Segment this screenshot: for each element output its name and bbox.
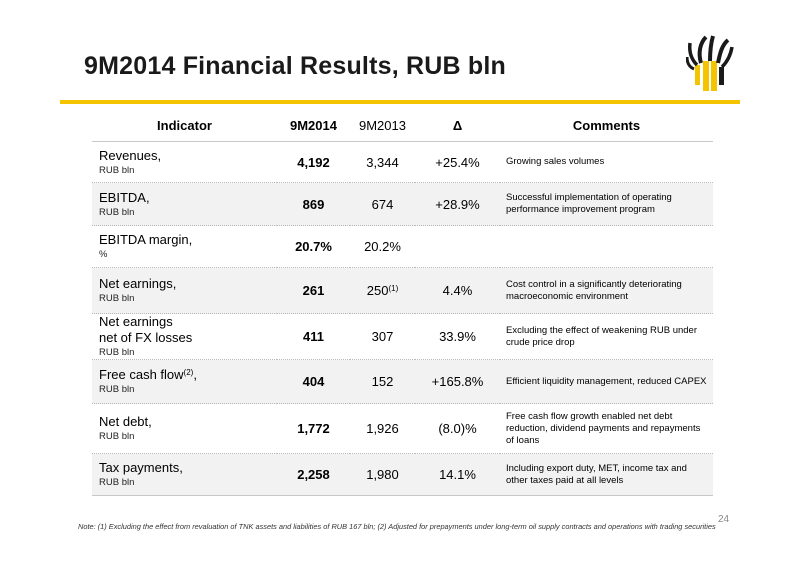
value-9m2013: 20.2% xyxy=(364,239,401,254)
indicator-name: Net earnings xyxy=(99,314,173,329)
title-underline xyxy=(60,100,740,104)
indicator-unit: RUB bln xyxy=(99,347,135,358)
value-9m2013-cell: 250(1) xyxy=(350,268,415,314)
indicator-unit: RUB bln xyxy=(99,164,135,176)
comment-cell xyxy=(500,226,713,268)
delta-value: 33.9% xyxy=(439,329,476,344)
header-9m2013: 9M2013 xyxy=(350,109,415,142)
table-row-free-cash-flow: Free cash flow(2), RUB bln 404 152 +165.… xyxy=(92,359,713,404)
indicator-name: Tax payments, xyxy=(99,460,183,475)
comment-cell: Including export duty, MET, income tax a… xyxy=(506,462,687,486)
indicator-unit: RUB bln xyxy=(99,293,135,304)
comment-cell: Growing sales volumes xyxy=(506,156,605,167)
table-row-net-earnings: Net earnings, RUB bln 261 250(1) 4.4% Co… xyxy=(92,267,713,314)
header-delta: Δ xyxy=(415,109,500,142)
comment-cell: Efficient liquidity management, reduced … xyxy=(506,375,707,387)
delta-value: (8.0)% xyxy=(438,421,477,436)
indicator-unit: RUB bln xyxy=(99,431,135,442)
header-comments: Comments xyxy=(500,109,713,142)
header-9m2014: 9M2014 xyxy=(277,109,350,142)
indicator-cell: Revenues, RUB bln xyxy=(92,142,277,183)
indicator-name: Revenues, xyxy=(99,147,162,163)
delta-value: 14.1% xyxy=(439,467,476,482)
table-row-ebitda: EBITDA, RUB bln 869 674 +28.9% Successfu… xyxy=(92,182,713,226)
delta-value: +28.9% xyxy=(435,196,480,212)
indicator-cell: Net earnings net of FX losses RUB bln xyxy=(92,314,277,360)
value-9m2013: 307 xyxy=(371,329,394,344)
indicator-name: Net earnings, xyxy=(99,276,177,291)
indicator-name: EBITDA, xyxy=(99,189,150,205)
delta-value: 4.4% xyxy=(442,283,473,298)
page-title: 9M2014 Financial Results, RUB bln xyxy=(84,52,506,80)
delta-value: +25.4% xyxy=(435,154,480,170)
value-9m2013: 152 xyxy=(371,374,394,389)
indicator-unit: % xyxy=(99,249,108,260)
value-9m2014: 404 xyxy=(302,374,325,389)
footnote-marker: (2) xyxy=(183,368,194,377)
indicator-cell: Tax payments, RUB bln xyxy=(92,454,277,496)
footnote-marker: (1) xyxy=(388,284,399,293)
value-9m2014: 4,192 xyxy=(297,154,330,170)
indicator-unit: RUB bln xyxy=(99,206,135,218)
value-9m2013: 1,980 xyxy=(366,467,399,482)
delta-value: +165.8% xyxy=(431,374,484,389)
indicator-cell: EBITDA, RUB bln xyxy=(92,183,277,226)
page-number: 24 xyxy=(718,514,730,525)
value-9m2014: 1,772 xyxy=(297,421,330,436)
value-9m2013: 250 xyxy=(366,283,389,298)
value-9m2013: 1,926 xyxy=(366,421,399,436)
indicator-cell: Net debt, RUB bln xyxy=(92,404,277,454)
indicator-unit: RUB bln xyxy=(99,384,135,395)
value-9m2014: 411 xyxy=(303,329,324,344)
comment-cell: Successful implementation of operating p… xyxy=(506,192,672,215)
indicator-name-line2: net of FX losses xyxy=(99,330,193,345)
indicator-name-line: Free cash flow(2), xyxy=(99,367,277,383)
delta-value xyxy=(415,226,500,268)
indicator-cell: EBITDA margin, % xyxy=(92,226,277,268)
value-9m2014: 261 xyxy=(302,283,325,298)
header-indicator: Indicator xyxy=(92,109,277,142)
table-header-row: Indicator 9M2014 9M2013 Δ Comments xyxy=(92,109,713,142)
value-9m2013: 674 xyxy=(371,196,394,212)
table-row-tax-payments: Tax payments, RUB bln 2,258 1,980 14.1% … xyxy=(92,453,713,496)
indicator-name: Free cash flow xyxy=(99,367,184,382)
value-9m2014: 20.7% xyxy=(295,239,332,254)
value-9m2013: 3,344 xyxy=(366,154,399,170)
indicator-name: EBITDA margin, xyxy=(99,232,193,247)
financial-results-table: Indicator 9M2014 9M2013 Δ Comments Reven… xyxy=(92,109,713,496)
table-row-net-debt: Net debt, RUB bln 1,772 1,926 (8.0)% Fre… xyxy=(92,404,713,454)
comment-cell: Cost control in a significantly deterior… xyxy=(506,278,682,302)
indicator-cell: Free cash flow(2), RUB bln xyxy=(92,360,277,404)
footnote: Note: (1) Excluding the effect from reva… xyxy=(78,522,716,531)
indicator-name-suffix: , xyxy=(193,367,197,382)
table-row-ebitda-margin: EBITDA margin, % 20.7% 20.2% xyxy=(92,226,713,268)
company-logo xyxy=(686,35,734,91)
indicator-cell: Net earnings, RUB bln xyxy=(92,268,277,314)
indicator-name: Net debt, xyxy=(99,414,152,429)
value-9m2014: 869 xyxy=(302,196,325,212)
comment-cell: Free cash flow growth enabled net debt r… xyxy=(506,410,701,446)
indicator-unit: RUB bln xyxy=(99,477,135,488)
table-row-revenues: Revenues, RUB bln 4,192 3,344 +25.4% Gro… xyxy=(92,142,713,183)
value-9m2014: 2,258 xyxy=(297,467,330,482)
comment-cell: Excluding the effect of weakening RUB un… xyxy=(506,324,697,348)
table-row-net-earnings-fx: Net earnings net of FX losses RUB bln 41… xyxy=(92,314,713,360)
